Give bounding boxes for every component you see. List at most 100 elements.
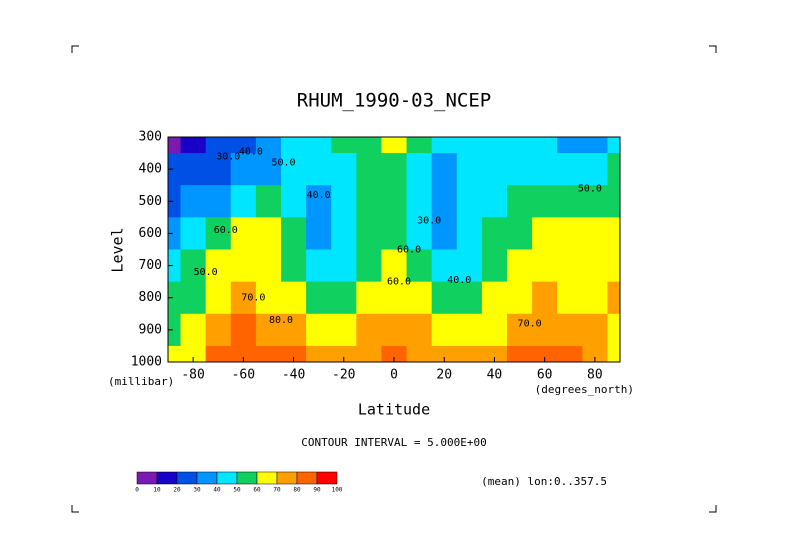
field-cell [406,249,433,283]
colorbar-swatch [136,471,158,485]
y-tick-label: 900 [139,322,162,337]
y-tick-label: 800 [139,290,162,305]
field-cell [255,313,282,347]
field-cell [168,345,182,362]
field-cell [481,313,508,347]
field-cell [180,153,207,186]
footnote: (mean) lon:0..357.5 [481,475,607,488]
field-cell [180,281,207,315]
colorbar-label: 60 [253,487,261,494]
contour-note: CONTOUR INTERVAL = 5.000E+00 [301,436,486,449]
field-cell [356,153,382,186]
field-cell [607,281,620,315]
x-tick-label: -60 [232,368,255,383]
field-cell [230,345,257,362]
field-cell [331,345,357,362]
field-cell [481,249,508,283]
field-cell [582,185,608,218]
field-cell [306,153,332,186]
field-cell [281,185,307,218]
field-cell [456,313,483,347]
field-cell [356,249,382,283]
field-cell [180,137,207,154]
field-cell [180,185,207,218]
field-cell [205,345,232,362]
x-tick-label: 80 [587,368,603,383]
x-tick-label: 20 [436,368,452,383]
contour-label: 60.0 [397,245,421,256]
field-cell [582,137,608,154]
field [168,137,620,362]
field-cell [180,249,207,283]
field-cell [230,281,257,315]
field-cell [281,137,307,154]
field-cell [255,345,282,362]
field-cell [406,281,433,315]
colorbar-swatch [176,471,198,485]
field-cell [431,153,458,186]
field-cell [331,185,357,218]
field-cell [281,345,307,362]
field-cell [230,313,257,347]
colorbar-swatch [196,471,218,485]
field-cell [532,345,558,362]
field-cell [481,281,508,315]
x-axis-label: Latitude [358,401,430,419]
field-cell [168,185,182,218]
field-cell [456,249,483,283]
field-cell [582,153,608,186]
field-cell [255,137,282,154]
contour-label: 70.0 [518,318,542,329]
colorbar-swatch [216,471,238,485]
field-cell [205,249,232,283]
field-cell [255,185,282,218]
contour-label: 40.0 [307,190,331,201]
y-tick-label: 700 [139,258,162,273]
field-cell [356,137,382,154]
field-cell [607,137,620,154]
colorbar-label: 90 [313,487,321,494]
field-cell [205,313,232,347]
field-cell [481,217,508,250]
field-cell [406,313,433,347]
field-cell [168,281,182,315]
field-cell [381,345,408,362]
field-cell [582,217,608,250]
field-cell [230,153,257,186]
colorbar-swatch [256,471,278,485]
x-tick-label: 40 [487,368,503,383]
field-cell [481,185,508,218]
field-cell [168,249,182,283]
y-units: (millibar) [108,375,174,388]
field-cell [532,185,558,218]
field-cell [557,137,583,154]
field-cell [431,217,458,250]
colorbar-label: 50 [233,487,241,494]
field-cell [481,345,508,362]
x-units: (degrees_north) [535,383,634,396]
field-cell [532,137,558,154]
colorbar-label: 40 [213,487,221,494]
field-cell [557,153,583,186]
field-cell [331,313,357,347]
field-cell [306,345,332,362]
field-cell [607,249,620,283]
field-cell [381,217,408,250]
field-cell [406,345,433,362]
field-cell [205,185,232,218]
field-cell [557,281,583,315]
field-cell [431,249,458,283]
colorbar-swatch [296,471,318,485]
y-tick-label: 500 [139,194,162,209]
colorbar-swatch [276,471,298,485]
field-cell [481,137,508,154]
field-cell [205,217,232,250]
field-cell [507,249,533,283]
field-cell [507,345,533,362]
field-cell [168,313,182,347]
field-cell [306,217,332,250]
colorbar-label: 10 [153,487,161,494]
field-cell [255,153,282,186]
field-cell [306,313,332,347]
field-cell [406,137,433,154]
